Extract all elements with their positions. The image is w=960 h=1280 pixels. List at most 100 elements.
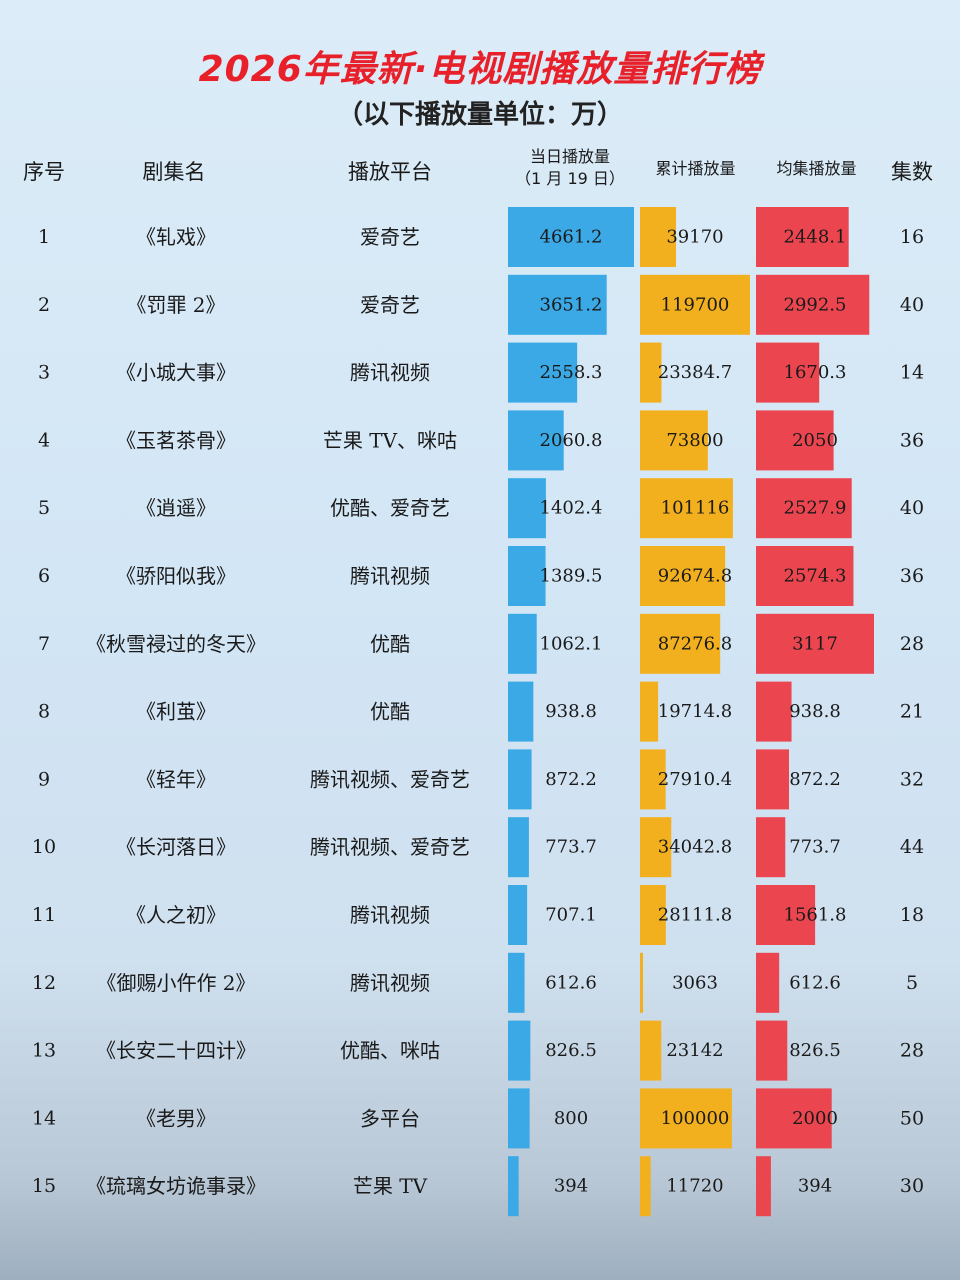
row-episodes-5: 40 — [900, 497, 924, 519]
label-total-12: 3063 — [672, 972, 718, 993]
row-platform-12: 腾讯视频 — [350, 971, 430, 995]
label-avg-1: 2448.1 — [784, 227, 847, 248]
label-avg-12: 612.6 — [789, 972, 841, 993]
bar-daily-10 — [508, 817, 529, 878]
row-episodes-6: 36 — [900, 565, 924, 587]
row-platform-9: 腾讯视频、爱奇艺 — [310, 767, 470, 791]
label-total-8: 19714.8 — [658, 701, 732, 722]
row-platform-6: 腾讯视频 — [350, 564, 430, 588]
row-platform-7: 优酷 — [370, 632, 410, 656]
label-total-4: 73800 — [666, 430, 723, 451]
label-daily-1: 4661.2 — [540, 227, 603, 248]
bar-avg-3 — [756, 342, 820, 403]
row-rank-3: 3 — [38, 362, 50, 384]
label-avg-5: 2527.9 — [784, 498, 847, 519]
bar-total-9 — [640, 749, 666, 810]
row-name-3: 《小城大事》 — [116, 361, 236, 385]
label-daily-9: 872.2 — [545, 769, 597, 790]
bar-avg-9 — [756, 749, 790, 810]
label-total-7: 87276.8 — [658, 633, 732, 654]
bar-daily-6 — [508, 546, 546, 606]
bar-daily-2 — [508, 274, 607, 335]
bar-total-1 — [640, 207, 676, 267]
row-platform-2: 爱奇艺 — [360, 293, 420, 317]
bar-total-11 — [640, 885, 666, 945]
header-platform: 播放平台 — [348, 160, 432, 184]
row-name-14: 《老男》 — [136, 1106, 216, 1130]
header-rank: 序号 — [23, 160, 65, 184]
row-name-6: 《骄阳似我》 — [116, 564, 236, 588]
bar-total-10 — [640, 817, 672, 878]
label-avg-10: 773.7 — [789, 837, 841, 858]
row-name-13: 《长安二十四计》 — [96, 1039, 256, 1063]
label-avg-3: 1670.3 — [784, 362, 847, 383]
row-name-7: 《秋雪祲过的冬天》 — [86, 632, 266, 656]
bar-daily-4 — [508, 410, 564, 471]
bar-total-12 — [640, 952, 643, 1013]
row-platform-1: 爱奇艺 — [360, 225, 420, 249]
row-episodes-15: 30 — [900, 1175, 924, 1197]
chart-title: 2026年最新·电视剧播放量排行榜 — [198, 49, 762, 90]
bar-avg-13 — [756, 1020, 788, 1081]
label-daily-6: 1389.5 — [540, 566, 603, 587]
row-platform-14: 多平台 — [360, 1106, 420, 1130]
label-total-9: 27910.4 — [658, 769, 732, 790]
label-daily-5: 1402.4 — [540, 498, 603, 519]
bar-total-2 — [640, 274, 750, 335]
label-daily-7: 1062.1 — [540, 633, 603, 654]
bar-total-15 — [640, 1156, 651, 1217]
bar-avg-12 — [756, 952, 780, 1013]
row-rank-8: 8 — [38, 701, 50, 723]
label-avg-14: 2000 — [792, 1108, 838, 1129]
row-rank-6: 6 — [38, 565, 50, 587]
label-avg-7: 3117 — [792, 633, 838, 654]
label-avg-13: 826.5 — [789, 1040, 841, 1061]
bar-avg-1 — [756, 207, 849, 267]
label-avg-4: 2050 — [792, 430, 838, 451]
header-name: 剧集名 — [142, 160, 206, 184]
label-daily-3: 2558.3 — [540, 362, 603, 383]
bar-daily-7 — [508, 613, 537, 674]
bar-avg-4 — [756, 410, 834, 471]
row-episodes-13: 28 — [900, 1040, 924, 1062]
bar-avg-6 — [756, 546, 854, 606]
label-total-1: 39170 — [666, 227, 723, 248]
label-total-6: 92674.8 — [658, 566, 732, 587]
row-episodes-1: 16 — [900, 226, 924, 248]
bar-daily-14 — [508, 1088, 530, 1149]
header-daily: 当日播放量 （1 月 19 日） — [505, 146, 635, 190]
row-platform-3: 腾讯视频 — [350, 361, 430, 385]
row-episodes-14: 50 — [900, 1107, 924, 1129]
row-rank-15: 15 — [32, 1175, 56, 1197]
label-daily-4: 2060.8 — [540, 430, 603, 451]
row-platform-8: 优酷 — [370, 700, 410, 724]
row-rank-14: 14 — [32, 1107, 56, 1129]
row-name-4: 《玉茗茶骨》 — [116, 428, 236, 452]
label-total-2: 119700 — [661, 294, 730, 315]
bar-daily-15 — [508, 1156, 519, 1217]
label-total-10: 34042.8 — [658, 837, 732, 858]
bar-daily-12 — [508, 952, 525, 1013]
row-name-11: 《人之初》 — [126, 903, 226, 927]
bar-daily-3 — [508, 342, 578, 403]
row-rank-7: 7 — [38, 633, 50, 655]
bar-daily-9 — [508, 749, 532, 810]
row-name-15: 《琉璃女坊诡事录》 — [86, 1174, 266, 1198]
row-episodes-12: 5 — [906, 972, 918, 994]
label-avg-11: 1561.8 — [784, 905, 847, 926]
row-episodes-9: 32 — [900, 768, 924, 790]
header-daily-line1: 当日播放量 — [529, 147, 610, 166]
row-rank-2: 2 — [38, 294, 50, 316]
header-daily-line2: （1 月 19 日） — [515, 169, 625, 188]
label-avg-8: 938.8 — [789, 701, 841, 722]
header-total: 累计播放量 — [655, 159, 736, 178]
label-daily-12: 612.6 — [545, 972, 597, 993]
label-avg-15: 394 — [798, 1176, 832, 1197]
bar-total-3 — [640, 342, 662, 403]
label-total-3: 23384.7 — [658, 362, 732, 383]
bar-total-5 — [640, 478, 733, 539]
bar-daily-5 — [508, 478, 546, 539]
row-episodes-8: 21 — [900, 701, 924, 723]
row-rank-4: 4 — [38, 429, 50, 451]
